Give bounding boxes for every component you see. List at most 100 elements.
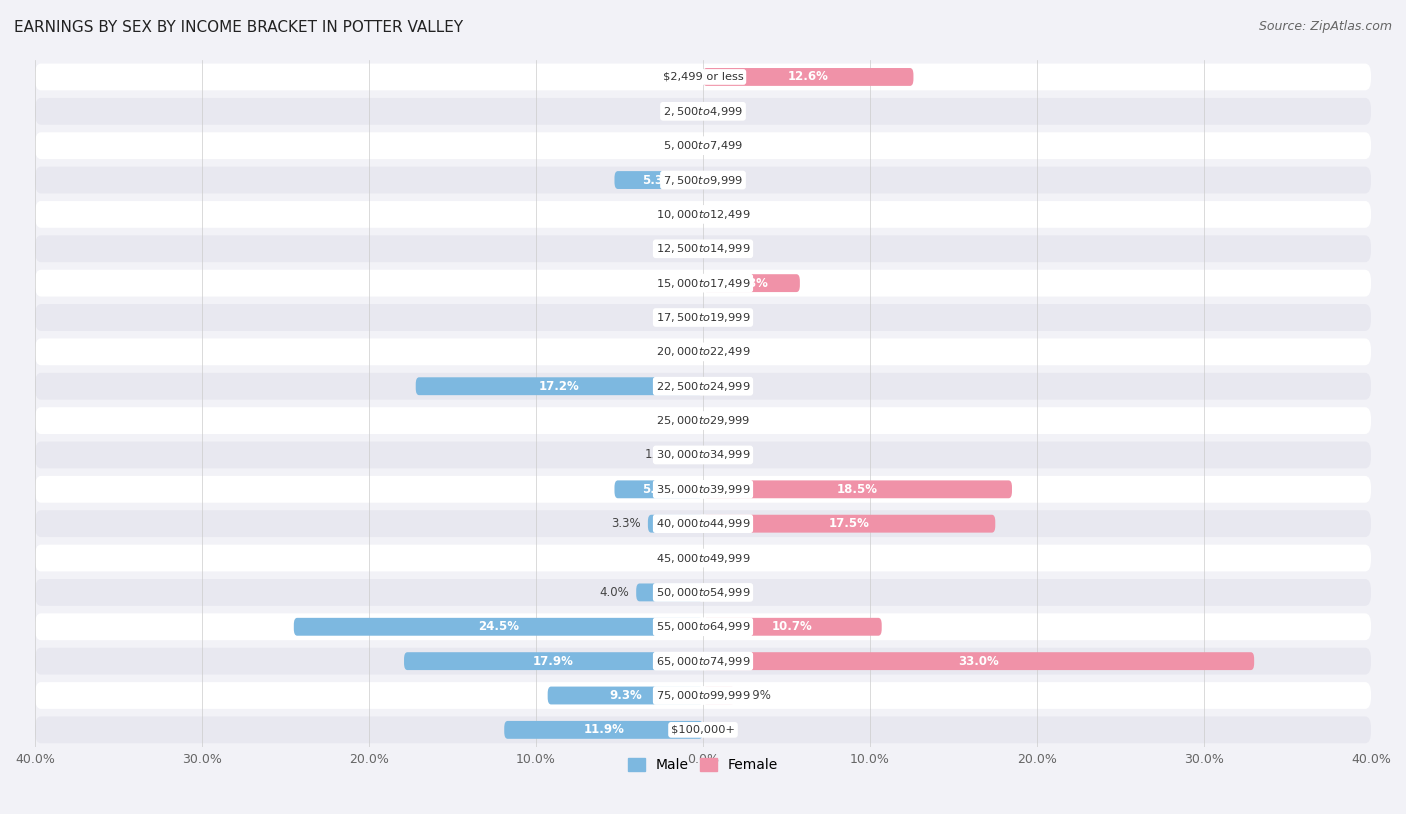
Text: EARNINGS BY SEX BY INCOME BRACKET IN POTTER VALLEY: EARNINGS BY SEX BY INCOME BRACKET IN POT… <box>14 20 463 35</box>
FancyBboxPatch shape <box>614 480 703 498</box>
FancyBboxPatch shape <box>35 235 1371 262</box>
Text: $100,000+: $100,000+ <box>671 725 735 735</box>
Text: 0.0%: 0.0% <box>668 71 697 84</box>
Text: 0.0%: 0.0% <box>668 105 697 118</box>
Text: 0.0%: 0.0% <box>668 139 697 152</box>
Text: 0.0%: 0.0% <box>668 552 697 565</box>
FancyBboxPatch shape <box>703 274 800 292</box>
Text: $22,500 to $24,999: $22,500 to $24,999 <box>655 379 751 392</box>
Text: $10,000 to $12,499: $10,000 to $12,499 <box>655 208 751 221</box>
Text: 0.0%: 0.0% <box>709 345 738 358</box>
FancyBboxPatch shape <box>35 98 1371 125</box>
Text: $17,500 to $19,999: $17,500 to $19,999 <box>655 311 751 324</box>
Text: 17.9%: 17.9% <box>533 654 574 667</box>
FancyBboxPatch shape <box>35 716 1371 743</box>
Text: 11.9%: 11.9% <box>583 724 624 737</box>
FancyBboxPatch shape <box>35 682 1371 709</box>
Text: $75,000 to $99,999: $75,000 to $99,999 <box>655 689 751 702</box>
Text: 33.0%: 33.0% <box>959 654 998 667</box>
FancyBboxPatch shape <box>35 545 1371 571</box>
FancyBboxPatch shape <box>35 133 1371 159</box>
Text: $55,000 to $64,999: $55,000 to $64,999 <box>655 620 751 633</box>
FancyBboxPatch shape <box>404 652 703 670</box>
Text: $2,499 or less: $2,499 or less <box>662 72 744 82</box>
FancyBboxPatch shape <box>35 167 1371 194</box>
Text: 0.0%: 0.0% <box>709 449 738 462</box>
FancyBboxPatch shape <box>294 618 703 636</box>
Text: 0.0%: 0.0% <box>709 311 738 324</box>
FancyBboxPatch shape <box>35 579 1371 606</box>
Text: 0.0%: 0.0% <box>709 414 738 427</box>
FancyBboxPatch shape <box>35 339 1371 365</box>
Text: 1.3%: 1.3% <box>644 449 675 462</box>
FancyBboxPatch shape <box>35 441 1371 468</box>
Text: $5,000 to $7,499: $5,000 to $7,499 <box>664 139 742 152</box>
Text: 0.0%: 0.0% <box>668 243 697 256</box>
Text: 5.3%: 5.3% <box>643 173 675 186</box>
Text: 0.0%: 0.0% <box>668 277 697 290</box>
FancyBboxPatch shape <box>35 476 1371 503</box>
FancyBboxPatch shape <box>416 378 703 395</box>
Text: 17.2%: 17.2% <box>538 379 579 392</box>
Text: $45,000 to $49,999: $45,000 to $49,999 <box>655 552 751 565</box>
FancyBboxPatch shape <box>35 614 1371 640</box>
Text: $65,000 to $74,999: $65,000 to $74,999 <box>655 654 751 667</box>
Text: Source: ZipAtlas.com: Source: ZipAtlas.com <box>1258 20 1392 33</box>
FancyBboxPatch shape <box>35 269 1371 296</box>
Text: 0.0%: 0.0% <box>668 345 697 358</box>
Text: $40,000 to $44,999: $40,000 to $44,999 <box>655 517 751 530</box>
Text: $12,500 to $14,999: $12,500 to $14,999 <box>655 243 751 256</box>
FancyBboxPatch shape <box>35 510 1371 537</box>
Text: 17.5%: 17.5% <box>828 517 869 530</box>
Text: 0.0%: 0.0% <box>709 243 738 256</box>
FancyBboxPatch shape <box>703 480 1012 498</box>
Text: 18.5%: 18.5% <box>837 483 877 496</box>
Text: 0.0%: 0.0% <box>709 379 738 392</box>
FancyBboxPatch shape <box>35 63 1371 90</box>
Text: 5.3%: 5.3% <box>643 483 675 496</box>
Text: 3.3%: 3.3% <box>612 517 641 530</box>
FancyBboxPatch shape <box>682 446 703 464</box>
FancyBboxPatch shape <box>35 373 1371 400</box>
FancyBboxPatch shape <box>703 618 882 636</box>
Text: 24.5%: 24.5% <box>478 620 519 633</box>
Text: 0.0%: 0.0% <box>709 724 738 737</box>
Text: $2,500 to $4,999: $2,500 to $4,999 <box>664 105 742 118</box>
Text: 0.0%: 0.0% <box>709 173 738 186</box>
Text: 0.0%: 0.0% <box>709 105 738 118</box>
FancyBboxPatch shape <box>703 686 735 704</box>
Text: $7,500 to $9,999: $7,500 to $9,999 <box>664 173 742 186</box>
FancyBboxPatch shape <box>35 407 1371 434</box>
Text: 12.6%: 12.6% <box>787 71 828 84</box>
FancyBboxPatch shape <box>614 171 703 189</box>
Text: 10.7%: 10.7% <box>772 620 813 633</box>
FancyBboxPatch shape <box>505 721 703 739</box>
FancyBboxPatch shape <box>35 648 1371 675</box>
FancyBboxPatch shape <box>703 652 1254 670</box>
Text: 1.9%: 1.9% <box>742 689 772 702</box>
FancyBboxPatch shape <box>703 68 914 86</box>
FancyBboxPatch shape <box>35 304 1371 331</box>
Text: $30,000 to $34,999: $30,000 to $34,999 <box>655 449 751 462</box>
Text: 4.0%: 4.0% <box>599 586 628 599</box>
Text: $50,000 to $54,999: $50,000 to $54,999 <box>655 586 751 599</box>
Text: 0.0%: 0.0% <box>709 586 738 599</box>
FancyBboxPatch shape <box>648 514 703 532</box>
FancyBboxPatch shape <box>35 201 1371 228</box>
Text: 0.0%: 0.0% <box>709 208 738 221</box>
Text: $15,000 to $17,499: $15,000 to $17,499 <box>655 277 751 290</box>
FancyBboxPatch shape <box>548 686 703 704</box>
Text: 0.0%: 0.0% <box>668 208 697 221</box>
Text: 5.8%: 5.8% <box>735 277 768 290</box>
FancyBboxPatch shape <box>703 514 995 532</box>
Text: 0.0%: 0.0% <box>709 139 738 152</box>
Text: $35,000 to $39,999: $35,000 to $39,999 <box>655 483 751 496</box>
Text: 0.0%: 0.0% <box>709 552 738 565</box>
Text: $20,000 to $22,499: $20,000 to $22,499 <box>655 345 751 358</box>
Text: 9.3%: 9.3% <box>609 689 641 702</box>
Text: $25,000 to $29,999: $25,000 to $29,999 <box>655 414 751 427</box>
Text: 0.0%: 0.0% <box>668 311 697 324</box>
FancyBboxPatch shape <box>636 584 703 602</box>
Legend: Male, Female: Male, Female <box>623 753 783 778</box>
Text: 0.0%: 0.0% <box>668 414 697 427</box>
